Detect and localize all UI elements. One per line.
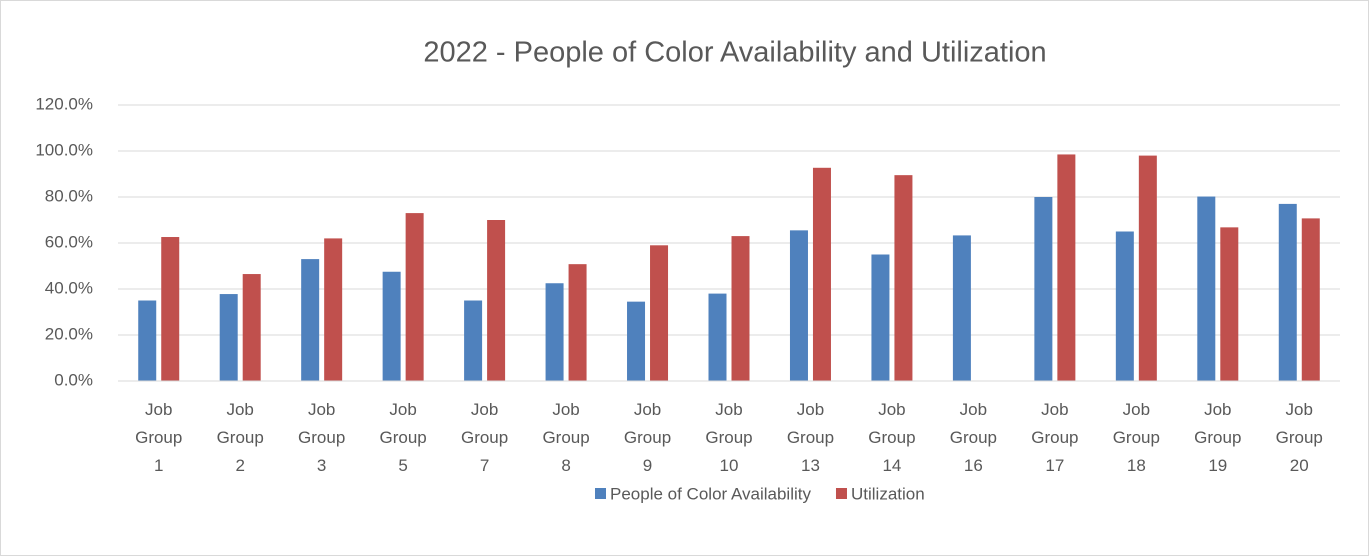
x-tick-label: Job Group 9 [623,400,672,475]
bar [568,264,587,381]
y-tick-label: 120.0% [35,94,93,113]
x-tick-label: Job Group 3 [298,400,346,475]
y-tick-label: 40.0% [45,278,93,297]
bar [464,300,483,381]
x-tick-label: Job Group 2 [216,400,264,475]
x-tick-label: Job Group 10 [705,400,753,475]
bar [650,245,669,381]
bar [1301,218,1320,381]
bar [1220,227,1239,381]
bar [405,213,424,381]
bar [1197,196,1216,381]
x-tick-label: Job Group 1 [135,400,183,475]
bar [219,294,238,381]
bar [812,167,831,381]
bar [382,271,401,381]
bar [789,230,808,381]
y-tick-label: 0.0% [54,370,93,389]
bar [138,300,157,381]
y-tick-label: 20.0% [45,324,93,343]
bar [324,238,343,381]
y-tick-label: 80.0% [45,186,93,205]
bar [1115,231,1134,381]
legend-label: People of Color Availability [610,484,811,503]
bar [1057,154,1076,381]
bar [708,293,727,381]
x-tick-label: Job Group 7 [460,400,509,475]
legend-label: Utilization [851,484,925,503]
bar [242,274,261,381]
bar [627,301,646,381]
bar [871,254,890,381]
y-tick-label: 60.0% [45,232,93,251]
bar [894,175,913,381]
x-tick-label: Job Group 20 [1275,400,1323,475]
x-tick-label: Job Group 8 [542,400,590,475]
bar [301,259,320,381]
bar [1138,155,1157,381]
x-tick-label: Job Group 14 [868,400,916,475]
bar [545,283,564,381]
x-tick-label: Job Group 16 [949,400,998,475]
bar [487,220,506,381]
bar [1278,203,1297,381]
bar [161,237,180,381]
x-tick-label: Job Group 17 [1031,400,1079,475]
x-tick-label: Job Group 19 [1194,400,1242,475]
x-tick-label: Job Group 13 [786,400,835,475]
legend-swatch [595,488,606,499]
y-tick-label: 100.0% [35,140,93,159]
x-tick-label: Job Group 18 [1112,400,1160,475]
chart-title: 2022 - People of Color Availability and … [423,37,1046,69]
bar [731,236,750,381]
bar [1034,197,1053,381]
bar [952,235,971,381]
x-tick-label: Job Group 5 [379,400,427,475]
legend-swatch [835,488,847,499]
